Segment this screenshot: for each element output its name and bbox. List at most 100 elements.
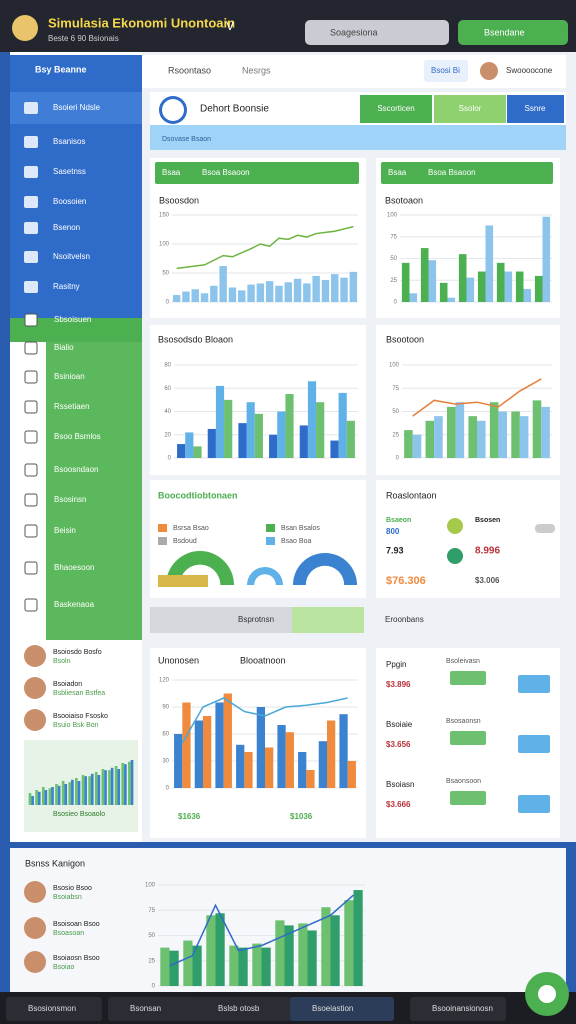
bar [349, 271, 358, 302]
person-name[interactable]: Bsooiaiso Fsosko [53, 713, 108, 720]
chart-title: Bsoosdon [159, 195, 199, 205]
taskbar-label[interactable]: Bsosionsmon [28, 1004, 76, 1013]
menu-item[interactable]: Bsoosndaon [54, 465, 98, 474]
bar [477, 420, 486, 458]
taskbar-item[interactable] [6, 997, 102, 1021]
bar [228, 287, 237, 302]
taskbar-item[interactable] [410, 997, 506, 1021]
line [181, 697, 348, 744]
bar [55, 784, 58, 805]
person-detail: Bsoasoan [53, 930, 84, 937]
bar [37, 791, 41, 805]
sidebar-title: Bsy Beanne [35, 64, 87, 74]
bar [265, 281, 274, 302]
menu-item[interactable]: Bialio [54, 343, 74, 352]
avatar [24, 677, 46, 699]
menu-item[interactable]: Rssetiaen [54, 402, 90, 411]
menu-item[interactable]: Sasetnss [53, 167, 86, 176]
taskbar-label[interactable]: Bslsb otosb [218, 1004, 260, 1013]
bar [261, 947, 271, 986]
bar [68, 782, 72, 805]
menu-item[interactable]: Bsoieri Ndsle [53, 103, 101, 112]
bar [330, 440, 339, 458]
bar [185, 432, 194, 458]
bar [425, 420, 435, 458]
taskbar-label[interactable]: Bsooinansionosn [432, 1004, 493, 1013]
bar [192, 945, 202, 986]
menu-item[interactable]: Boosoien [53, 197, 86, 206]
bar [172, 295, 181, 302]
y-tick-label: 25 [148, 958, 155, 964]
stat-value: Bsaeon [386, 517, 411, 524]
menu-item[interactable]: Rasitny [53, 282, 80, 291]
breadcrumb[interactable]: Rsoontaso [168, 65, 211, 75]
bar [81, 775, 85, 805]
search-box[interactable] [305, 20, 449, 45]
tab-label[interactable]: Ssnre [525, 104, 546, 113]
clock-face [162, 99, 184, 121]
list-value: $3.666 [386, 800, 411, 809]
y-tick-label: 50 [148, 933, 155, 939]
menu-item[interactable]: Bsinioan [54, 372, 85, 381]
tab[interactable] [434, 95, 506, 123]
bottom-title: Bsnss Kanigon [25, 858, 85, 868]
mini-chart-bg [24, 740, 138, 832]
bar [77, 781, 81, 805]
breadcrumb[interactable]: Nesrgs [242, 65, 271, 75]
bar [254, 413, 263, 458]
bar [468, 416, 477, 458]
menu-item[interactable]: Sbsoisuen [54, 315, 91, 324]
person-name[interactable]: Bsoisoan Bsoo [53, 921, 100, 928]
bar [316, 402, 325, 458]
tab-label[interactable]: Ssolor [459, 104, 482, 113]
panel-header-text: Bsoa Bsaoon [202, 168, 250, 177]
bar [236, 744, 245, 788]
taskbar-item[interactable] [196, 997, 292, 1021]
bar [269, 434, 278, 458]
bar [504, 271, 513, 302]
list-label: Bsoiasn [386, 780, 414, 789]
bar [485, 225, 494, 302]
tab[interactable] [507, 95, 564, 123]
person-name[interactable]: Bsoiosdo Bosfo [53, 649, 102, 656]
menu-item[interactable]: Bhaoesoon [54, 563, 94, 572]
list-icon [518, 795, 550, 813]
taskbar-item[interactable] [290, 997, 394, 1021]
taskbar-item[interactable] [108, 997, 204, 1021]
menu-icon [24, 370, 38, 384]
menu-item[interactable]: Baskenaoa [54, 600, 95, 609]
bar [223, 693, 232, 788]
taskbar-label[interactable]: Bsonsan [130, 1004, 161, 1013]
list-note: Bsosaonsn [446, 718, 481, 725]
line [169, 894, 354, 967]
menu-item[interactable]: Bsanisos [53, 137, 85, 146]
bar [293, 278, 302, 302]
menu-item[interactable]: Bsoo Bsmlos [54, 432, 101, 441]
person-name[interactable]: Bsoiaosn Bsoo [53, 955, 100, 962]
person-name[interactable]: Bsoiadon [53, 681, 82, 688]
taskbar-label[interactable]: Bsoeiastion [312, 1004, 353, 1013]
menu-item[interactable]: Beisin [54, 526, 76, 535]
bar [353, 890, 363, 986]
menu-item[interactable]: Bsenon [53, 223, 80, 232]
bar [219, 266, 227, 302]
toolbar-label: Dehort Boonsie [200, 104, 269, 115]
bar [318, 741, 327, 788]
bar [458, 254, 467, 302]
toggle[interactable] [535, 524, 555, 533]
bar [338, 392, 347, 458]
tab-label[interactable]: Sscorticen [377, 104, 414, 113]
y-tick-label: 75 [148, 908, 155, 914]
y-tick-label: 0 [152, 984, 156, 990]
menu-item[interactable]: Nsoitvelsn [53, 252, 90, 261]
bar [64, 784, 68, 805]
tab[interactable] [360, 95, 432, 123]
y-tick-label: 100 [159, 242, 170, 248]
person-name[interactable]: Bsosio Bsoo [53, 885, 92, 892]
side-title: Eroonbans [385, 615, 424, 624]
header-button[interactable] [458, 20, 568, 45]
banner-accent [292, 607, 364, 633]
menu-item[interactable]: Bsosinsn [54, 495, 86, 504]
line [176, 225, 354, 270]
